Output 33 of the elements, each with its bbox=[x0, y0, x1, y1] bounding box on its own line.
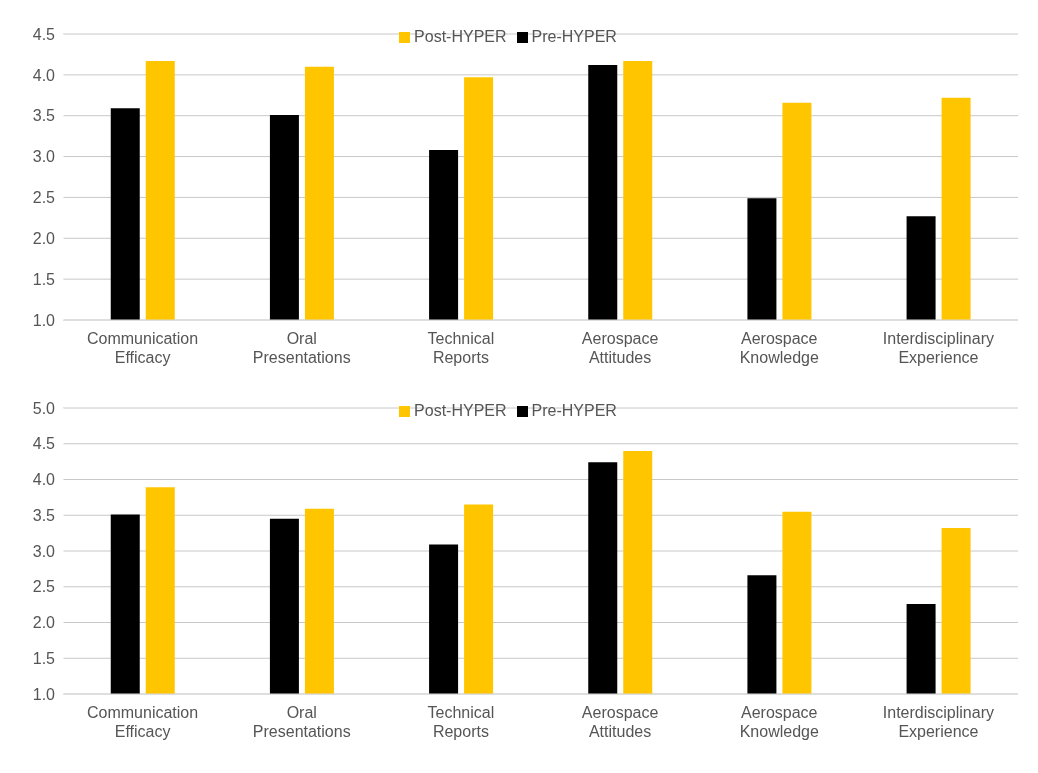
y-tick-label: 4.5 bbox=[32, 25, 56, 43]
x-tick-label: Oral Presentations bbox=[252, 704, 351, 740]
y-tick-label: 1.0 bbox=[32, 311, 56, 329]
x-tick-label: Aerospace Attitudes bbox=[581, 704, 659, 740]
x-tick-label: Aerospace Knowledge bbox=[739, 704, 819, 740]
y-tick-label: 3.0 bbox=[32, 148, 56, 166]
x-tick-label: Aerospace Knowledge bbox=[739, 330, 819, 366]
legend-label: Post-HYPER bbox=[414, 28, 507, 45]
x-tick-label: Technical Reports bbox=[427, 704, 495, 740]
x-tick-label: Interdisciplinary Experience bbox=[882, 704, 994, 740]
legend-label: Pre-HYPER bbox=[531, 28, 617, 45]
y-tick-label: 3.0 bbox=[32, 542, 56, 560]
y-tick-label: 2.5 bbox=[32, 189, 56, 207]
y-tick-label: 1.5 bbox=[32, 270, 56, 288]
y-tick-label: 2.5 bbox=[32, 578, 56, 596]
y-tick-label: 5.0 bbox=[32, 399, 56, 417]
y-tick-label: 4.5 bbox=[32, 435, 56, 453]
y-tick-label: 1.0 bbox=[32, 685, 56, 703]
legend-label: Pre-HYPER bbox=[531, 402, 617, 419]
y-tick-label: 2.0 bbox=[32, 614, 56, 632]
x-tick-label: Technical Reports bbox=[427, 330, 495, 366]
y-tick-label: 4.0 bbox=[32, 66, 56, 84]
x-tick-label: Interdisciplinary Experience bbox=[882, 330, 994, 366]
y-tick-label: 4.0 bbox=[32, 471, 56, 489]
x-tick-label: Communication Efficacy bbox=[87, 704, 199, 740]
x-tick-label: Communication Efficacy bbox=[87, 330, 199, 366]
y-tick-label: 3.5 bbox=[32, 506, 56, 524]
y-tick-label: 1.5 bbox=[32, 649, 56, 667]
x-tick-label: Oral Presentations bbox=[252, 330, 351, 366]
y-tick-label: 3.5 bbox=[32, 107, 56, 125]
x-tick-label: Aerospace Attitudes bbox=[581, 330, 659, 366]
legend-label: Post-HYPER bbox=[414, 402, 507, 419]
y-tick-label: 2.0 bbox=[32, 229, 56, 247]
